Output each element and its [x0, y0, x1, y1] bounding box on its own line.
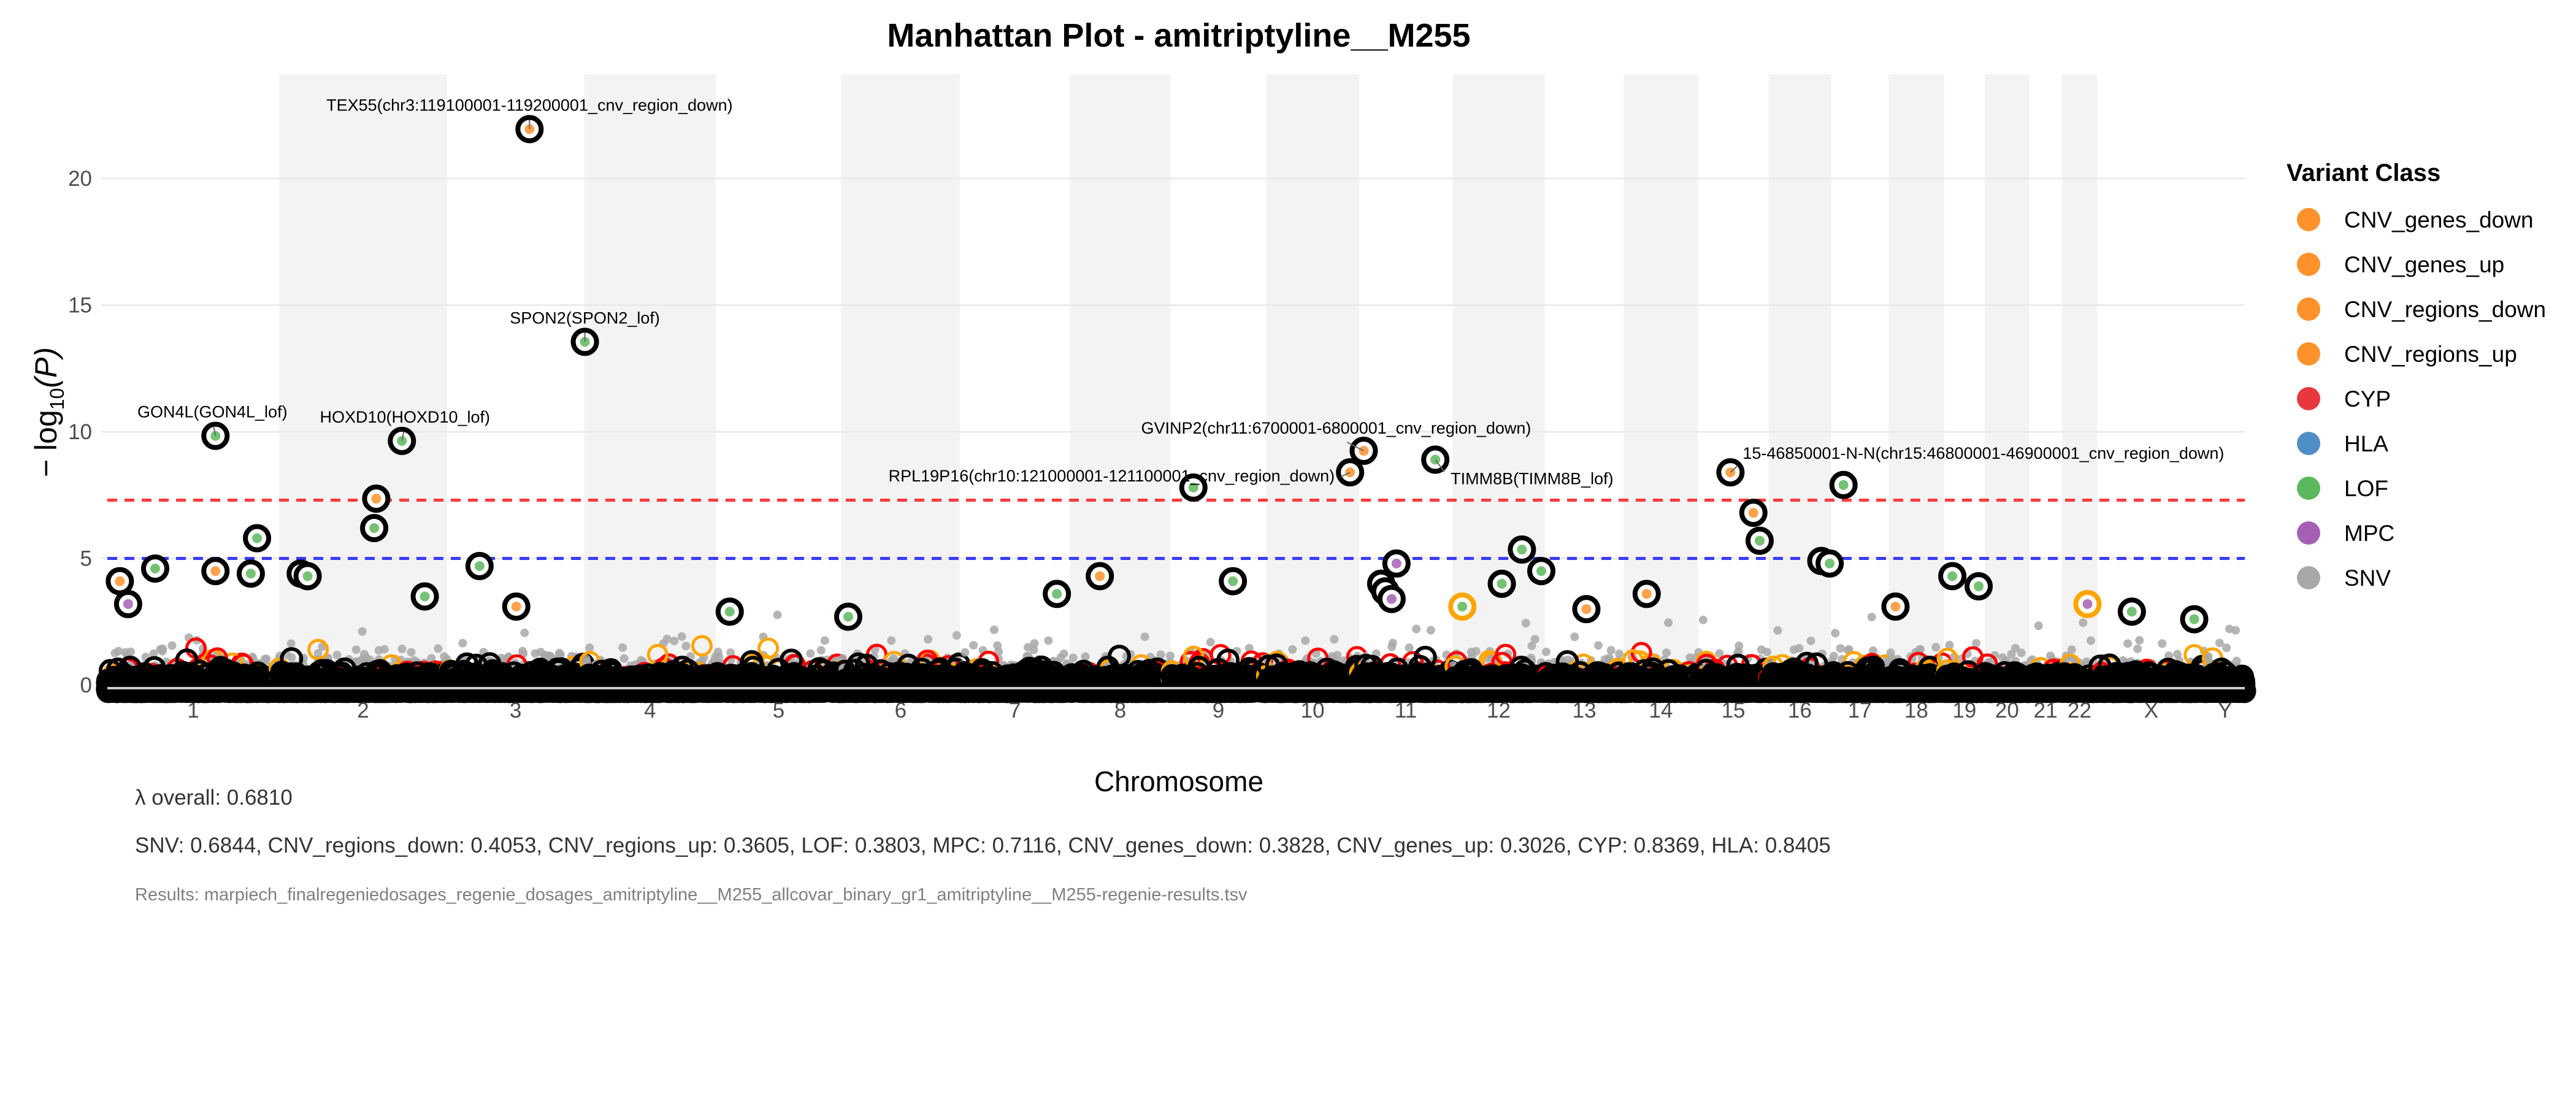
snv-point — [407, 648, 416, 657]
chromosome-bands — [279, 74, 2098, 699]
snv-point — [397, 645, 407, 654]
snv-point — [332, 650, 342, 659]
chromosome-band-8 — [1070, 74, 1171, 699]
snv-point — [358, 627, 367, 636]
snv-point — [518, 646, 527, 656]
snv-point — [286, 639, 296, 648]
snv-point — [351, 645, 361, 654]
snv-point — [434, 644, 443, 653]
snv-point — [520, 628, 529, 637]
snv-point — [158, 646, 167, 656]
snv-point — [262, 654, 271, 664]
background-points — [96, 610, 2256, 703]
chromosome-band-20 — [1985, 74, 2030, 699]
snv-point — [458, 638, 467, 648]
chromosome-band-10 — [1266, 74, 1359, 699]
chromosome-band-14 — [1623, 74, 1698, 699]
chromosome-band-6 — [841, 74, 960, 699]
snv-point — [380, 645, 389, 654]
snv-point — [110, 648, 120, 657]
chromosome-band-16 — [1768, 74, 1831, 699]
snv-point — [167, 641, 177, 650]
chromosome-band-4 — [584, 74, 716, 699]
snv-point — [149, 649, 158, 658]
